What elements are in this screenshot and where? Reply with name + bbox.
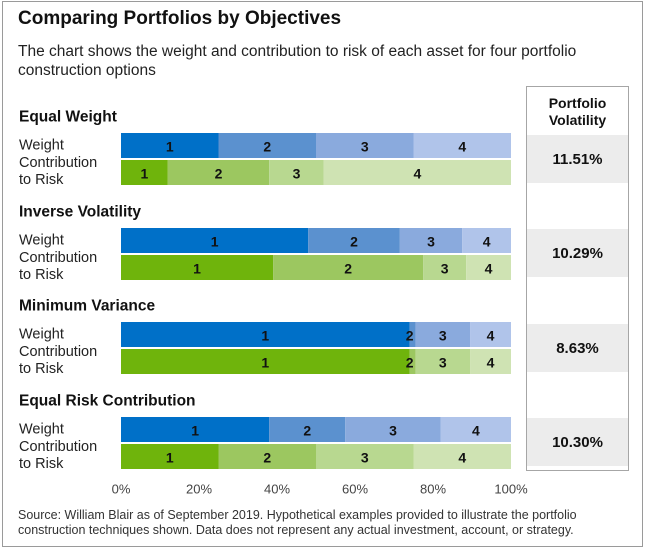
- bar-label-weight-group2-seg1: 1: [211, 234, 219, 250]
- bar-weight-group4-seg2: [269, 417, 346, 442]
- source-note: Source: William Blair as of September 20…: [18, 508, 577, 537]
- row-label-contribution-line1-3: Contribution: [19, 344, 97, 360]
- bar-weight-group4-seg4: [440, 417, 511, 442]
- x-tick-3: 60%: [342, 482, 368, 497]
- x-tick-4: 80%: [420, 482, 446, 497]
- bar-contribution-group3-seg1: [121, 349, 410, 374]
- row-label-contribution-line1-1: Contribution: [19, 155, 97, 171]
- bar-label-contribution-group2-seg2: 2: [344, 261, 352, 277]
- bar-label-contribution-group3-seg1: 1: [261, 355, 269, 371]
- bar-label-weight-group3-seg4: 4: [487, 328, 495, 344]
- bar-label-contribution-group2-seg1: 1: [193, 261, 201, 277]
- group-title-2: Inverse Volatility: [19, 204, 141, 221]
- bar-contribution-group4-seg3: [316, 444, 414, 469]
- row-label-contribution-line2-4: to Risk: [19, 456, 64, 472]
- bar-label-contribution-group1-seg2: 2: [215, 166, 223, 182]
- bar-weight-group3-seg4: [470, 322, 511, 347]
- bar-label-weight-group1-seg2: 2: [263, 139, 271, 155]
- group-title-4: Equal Risk Contribution: [19, 393, 196, 410]
- bar-weight-group3-seg2: [409, 322, 416, 347]
- group-title-1: Equal Weight: [19, 109, 117, 126]
- x-tick-1: 20%: [186, 482, 212, 497]
- bar-contribution-group4-seg2: [218, 444, 316, 469]
- x-tick-2: 40%: [264, 482, 290, 497]
- row-label-contribution-line1-4: Contribution: [19, 439, 97, 455]
- bar-label-contribution-group4-seg4: 4: [458, 450, 466, 466]
- bar-weight-group4-seg3: [345, 417, 441, 442]
- bar-label-contribution-group1-seg1: 1: [141, 166, 149, 182]
- volatility-header: Portfolio Volatility: [548, 95, 607, 128]
- bar-label-weight-group3-seg1: 1: [261, 328, 269, 344]
- bar-weight-group2-seg1: [121, 228, 309, 253]
- bar-contribution-group3-seg2: [409, 349, 416, 374]
- bar-weight-group4-seg1: [121, 417, 270, 442]
- bar-label-contribution-group3-seg2: 2: [406, 355, 414, 371]
- bar-label-contribution-group3-seg4: 4: [487, 355, 495, 371]
- volatility-value-1: 11.51%: [527, 135, 628, 183]
- bar-label-weight-group3-seg3: 3: [439, 328, 447, 344]
- bar-label-contribution-group4-seg2: 2: [263, 450, 271, 466]
- bar-label-contribution-group2-seg4: 4: [485, 261, 493, 277]
- bar-label-weight-group4-seg2: 2: [303, 423, 311, 439]
- volatility-value-4: 10.30%: [527, 418, 628, 466]
- bar-weight-group2-seg4: [462, 228, 511, 253]
- row-label-contribution-line2-3: to Risk: [19, 361, 64, 377]
- bar-label-weight-group4-seg3: 3: [389, 423, 397, 439]
- bar-label-weight-group1-seg4: 4: [458, 139, 466, 155]
- row-label-weight-4: Weight: [19, 422, 64, 438]
- row-label-weight-1: Weight: [19, 138, 64, 154]
- bar-weight-group1-seg1: [121, 133, 219, 158]
- volatility-panel: Portfolio Volatility 11.51% 10.29% 8.63%…: [526, 86, 629, 471]
- bar-contribution-group1-seg1: [121, 160, 168, 185]
- bar-label-weight-group2-seg4: 4: [483, 234, 491, 250]
- bar-label-contribution-group4-seg1: 1: [166, 450, 174, 466]
- bar-contribution-group1-seg2: [167, 160, 270, 185]
- chart-title: Comparing Portfolios by Objectives: [18, 8, 342, 29]
- bar-label-weight-group4-seg1: 1: [191, 423, 199, 439]
- volatility-value-3: 8.63%: [527, 324, 628, 372]
- row-label-contribution-line2-2: to Risk: [19, 267, 64, 283]
- bar-contribution-group2-seg4: [466, 255, 511, 280]
- bar-contribution-group2-seg3: [423, 255, 467, 280]
- bar-contribution-group2-seg1: [121, 255, 274, 280]
- row-label-contribution-line2-1: to Risk: [19, 172, 64, 188]
- bar-weight-group2-seg2: [308, 228, 400, 253]
- row-label-contribution-line1-2: Contribution: [19, 250, 97, 266]
- bar-weight-group3-seg3: [415, 322, 471, 347]
- bar-label-weight-group3-seg2: 2: [406, 328, 414, 344]
- bar-weight-group1-seg2: [218, 133, 316, 158]
- bar-weight-group1-seg3: [316, 133, 414, 158]
- bar-label-weight-group2-seg2: 2: [350, 234, 358, 250]
- bar-contribution-group1-seg3: [269, 160, 324, 185]
- x-tick-5: 100%: [494, 482, 528, 497]
- bar-label-contribution-group1-seg3: 3: [293, 166, 301, 182]
- bar-weight-group3-seg1: [121, 322, 410, 347]
- row-label-weight-3: Weight: [19, 327, 64, 343]
- bar-label-weight-group1-seg1: 1: [166, 139, 174, 155]
- bar-label-weight-group4-seg4: 4: [472, 423, 480, 439]
- bar-label-weight-group1-seg3: 3: [361, 139, 369, 155]
- volatility-value-2: 10.29%: [527, 229, 628, 277]
- bar-label-contribution-group2-seg3: 3: [441, 261, 449, 277]
- bar-contribution-group3-seg3: [415, 349, 471, 374]
- x-tick-0: 0%: [112, 482, 131, 497]
- bar-weight-group1-seg4: [413, 133, 511, 158]
- bar-label-contribution-group4-seg3: 3: [361, 450, 369, 466]
- bar-weight-group2-seg3: [399, 228, 463, 253]
- row-label-weight-2: Weight: [19, 233, 64, 249]
- bar-contribution-group4-seg1: [121, 444, 219, 469]
- bar-contribution-group3-seg4: [470, 349, 511, 374]
- bar-label-contribution-group3-seg3: 3: [439, 355, 447, 371]
- bar-contribution-group4-seg4: [413, 444, 511, 469]
- bar-label-contribution-group1-seg4: 4: [414, 166, 422, 182]
- bar-contribution-group1-seg4: [323, 160, 511, 185]
- chart-subtitle: The chart shows the weight and contribut…: [18, 43, 577, 79]
- bar-label-weight-group2-seg3: 3: [427, 234, 435, 250]
- group-title-3: Minimum Variance: [19, 298, 155, 315]
- bar-contribution-group2-seg2: [273, 255, 424, 280]
